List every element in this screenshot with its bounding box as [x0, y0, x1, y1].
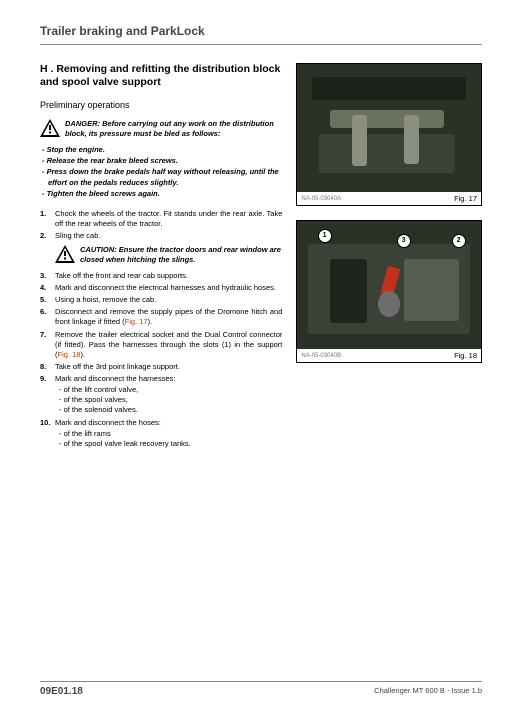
- figure-17-image: [297, 64, 481, 192]
- danger-item: Tighten the bleed screws again.: [42, 189, 282, 199]
- step-9: Mark and disconnect the harnesses: of th…: [40, 374, 282, 416]
- figure-17: NA-05-03040A Fig. 17: [296, 63, 482, 206]
- danger-item: Release the rear brake bleed screws.: [42, 156, 282, 166]
- danger-lead: DANGER:: [65, 119, 100, 128]
- step-10-text: Mark and disconnect the hoses:: [55, 418, 161, 427]
- list-item: of the lift rams: [59, 429, 282, 439]
- figure-17-label: Fig. 17: [454, 194, 477, 203]
- step-7-tail: ).: [80, 350, 85, 359]
- main-text-column: H . Removing and refitting the distribut…: [40, 63, 282, 451]
- step-6: Disconnect and remove the supply pipes o…: [40, 307, 282, 327]
- step-6-tail: ).: [148, 317, 153, 326]
- step-3: Take off the front and rear cab supports…: [40, 271, 282, 281]
- list-item: of the spool valve leak recovery tanks.: [59, 439, 282, 449]
- figure-column: NA-05-03040A Fig. 17 1 3 2 NA-05-03040B: [296, 63, 482, 451]
- figure-18: 1 3 2 NA-05-03040B Fig. 18: [296, 220, 482, 363]
- figure-18-label: Fig. 18: [454, 351, 477, 360]
- figure-18-image: 1 3 2: [297, 221, 481, 349]
- danger-icon: [40, 119, 60, 141]
- step-7-text: Remove the trailer electrical socket and…: [55, 330, 282, 359]
- page-title: Trailer braking and ParkLock: [40, 24, 482, 45]
- section-subhead: Preliminary operations: [40, 99, 282, 111]
- caution-icon: [55, 245, 75, 267]
- figure-17-id: NA-05-03040A: [301, 196, 341, 202]
- step-9-text: Mark and disconnect the harnesses:: [55, 374, 175, 383]
- footer-right: Challenger MT 600 B - Issue 1.b: [374, 686, 482, 697]
- caution-text: CAUTION: Ensure the tractor doors and re…: [80, 245, 282, 265]
- step-2: Sling the cab.: [40, 231, 282, 241]
- figref-17: Fig. 17: [125, 317, 148, 326]
- danger-item: Press down the brake pedals half way wit…: [42, 167, 282, 187]
- step-6-text: Disconnect and remove the supply pipes o…: [55, 307, 282, 326]
- procedure-steps: Chock the wheels of the tractor. Fit sta…: [40, 209, 282, 241]
- caution-lead: CAUTION:: [80, 245, 117, 254]
- danger-text: DANGER: Before carrying out any work on …: [65, 119, 282, 139]
- list-item: of the spool valves,: [59, 395, 282, 405]
- step-5: Using a hoist, remove the cab.: [40, 295, 282, 305]
- callout-3: 3: [397, 234, 411, 248]
- step-9-sublist: of the lift control valve, of the spool …: [55, 385, 282, 415]
- step-10-sublist: of the lift rams of the spool valve leak…: [55, 429, 282, 449]
- list-item: of the solenoid valves.: [59, 405, 282, 415]
- footer-left: 09E01.18: [40, 686, 83, 697]
- step-1: Chock the wheels of the tractor. Fit sta…: [40, 209, 282, 229]
- step-10: Mark and disconnect the hoses: of the li…: [40, 418, 282, 449]
- step-7: Remove the trailer electrical socket and…: [40, 330, 282, 360]
- figure-18-id: NA-05-03040B: [301, 353, 341, 359]
- danger-item: Stop the engine.: [42, 145, 282, 155]
- figref-18: Fig. 18: [58, 350, 81, 359]
- callout-1: 1: [318, 229, 332, 243]
- section-heading: H . Removing and refitting the distribut…: [40, 63, 282, 89]
- step-4: Mark and disconnect the electrical harne…: [40, 283, 282, 293]
- step-8: Take off the 3rd point linkage support.: [40, 362, 282, 372]
- callout-2: 2: [452, 234, 466, 248]
- danger-list: Stop the engine. Release the rear brake …: [40, 145, 282, 199]
- list-item: of the lift control valve,: [59, 385, 282, 395]
- page-footer: 09E01.18 Challenger MT 600 B - Issue 1.b: [40, 681, 482, 697]
- procedure-steps-cont: Take off the front and rear cab supports…: [40, 271, 282, 449]
